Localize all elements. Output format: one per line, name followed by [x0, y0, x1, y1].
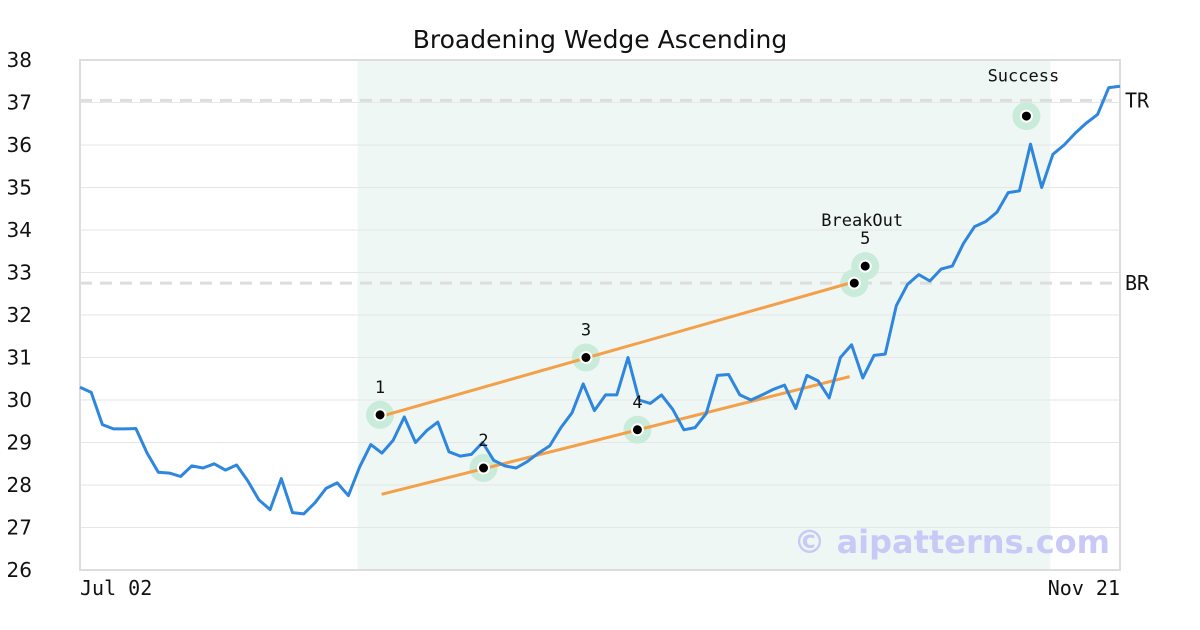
pivot-label: 1 — [375, 378, 385, 398]
chart-title: Broadening Wedge Ascending — [413, 25, 788, 54]
y-tick-label: 34 — [7, 218, 32, 242]
pivot-point — [373, 408, 387, 422]
trend-line — [381, 375, 850, 496]
price-line — [79, 84, 1121, 516]
y-tick-label: 32 — [7, 303, 32, 327]
y-tick-label: 33 — [7, 261, 32, 285]
pivot-label: 5 — [860, 229, 870, 249]
y-tick-label: 29 — [7, 431, 32, 455]
trend-line — [381, 281, 851, 418]
y-tick-label: 30 — [7, 388, 32, 412]
x-tick-label: Nov 21 — [1048, 576, 1120, 600]
y-tick-label: 35 — [7, 176, 32, 200]
y-tick-label: 27 — [7, 516, 32, 540]
pivot-label: 2 — [478, 431, 488, 451]
y-tick-label: 37 — [7, 91, 32, 115]
y-tick-label: 28 — [7, 473, 32, 497]
pivot-point — [847, 276, 861, 290]
pivot-label: 4 — [632, 393, 642, 413]
y-tick-label: 38 — [7, 48, 32, 72]
annotation-label: BreakOut — [821, 211, 903, 231]
pivot-point — [477, 461, 491, 475]
annotation-label: Success — [988, 67, 1060, 87]
pivot-point — [630, 423, 644, 437]
pivot-point — [579, 351, 593, 364]
x-tick-label: Jul 02 — [80, 576, 152, 600]
y-tick-label: 36 — [7, 133, 32, 157]
pivot-point — [1019, 109, 1033, 123]
level-label: TR — [1125, 88, 1150, 112]
y-tick-label: 31 — [7, 346, 32, 370]
level-label: BR — [1125, 271, 1150, 295]
watermark: © aipatterns.com — [793, 523, 1110, 561]
pivot-label: 3 — [581, 321, 591, 341]
y-tick-label: 26 — [7, 558, 32, 582]
pivot-point — [858, 259, 872, 273]
plot-frame — [79, 59, 1121, 571]
